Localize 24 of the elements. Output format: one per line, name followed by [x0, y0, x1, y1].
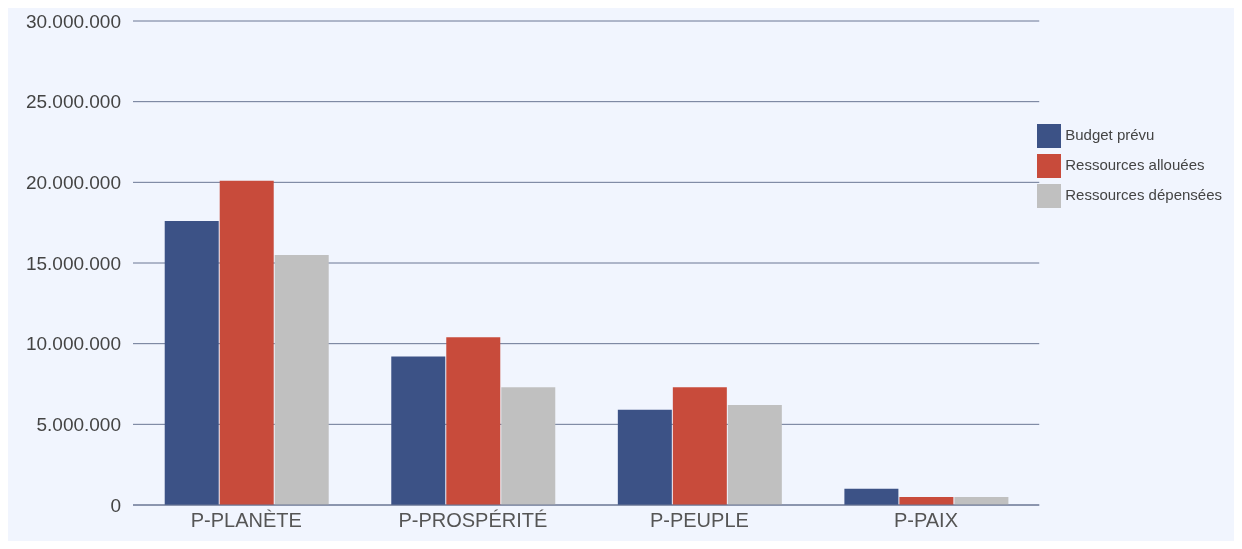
y-tick-label: 20.000.000	[25, 172, 121, 194]
legend-label: Budget prévu	[1065, 126, 1155, 143]
legend-label: Ressources allouées	[1065, 156, 1205, 173]
y-tick-label: 30.000.000	[25, 10, 121, 32]
bar	[391, 356, 446, 505]
bar	[501, 387, 556, 505]
x-tick-label: P-PLANÈTE	[190, 509, 302, 532]
bar	[617, 409, 672, 505]
bar	[727, 404, 782, 505]
y-tick-label: 10.000.000	[25, 333, 121, 355]
y-tick-label: 5.000.000	[36, 414, 121, 436]
legend-label: Ressources dépensées	[1065, 186, 1222, 203]
bar	[672, 387, 727, 505]
x-tick-label: P-PEUPLE	[649, 509, 749, 532]
bar	[274, 254, 329, 505]
y-tick-label: 15.000.000	[25, 252, 121, 274]
bar	[219, 180, 274, 505]
bar	[844, 488, 899, 505]
y-tick-label: 0	[110, 494, 121, 516]
bar	[446, 337, 501, 505]
x-tick-label: P-PAIX	[893, 509, 958, 532]
x-tick-label: P-PROSPÉRITÉ	[398, 509, 548, 532]
y-tick-label: 25.000.000	[25, 91, 121, 113]
bar	[164, 221, 219, 505]
